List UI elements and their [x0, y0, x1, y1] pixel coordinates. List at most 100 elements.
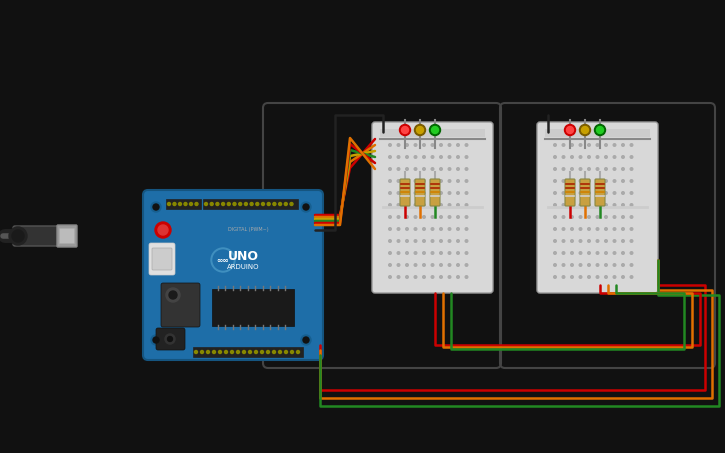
- Circle shape: [605, 144, 608, 146]
- Circle shape: [613, 180, 616, 182]
- Circle shape: [588, 240, 590, 242]
- Circle shape: [588, 192, 590, 194]
- Circle shape: [9, 227, 27, 245]
- Circle shape: [166, 288, 180, 302]
- Circle shape: [465, 276, 468, 278]
- Circle shape: [457, 156, 460, 158]
- Circle shape: [448, 240, 451, 242]
- Circle shape: [397, 180, 399, 182]
- Circle shape: [554, 276, 556, 278]
- FancyBboxPatch shape: [400, 179, 410, 206]
- Circle shape: [562, 264, 565, 266]
- Circle shape: [588, 156, 590, 158]
- Circle shape: [448, 168, 451, 170]
- Circle shape: [457, 216, 460, 218]
- Circle shape: [588, 216, 590, 218]
- Circle shape: [303, 337, 309, 343]
- Circle shape: [423, 156, 426, 158]
- Circle shape: [596, 216, 599, 218]
- Circle shape: [579, 240, 581, 242]
- Circle shape: [465, 156, 468, 158]
- Circle shape: [588, 252, 590, 254]
- Circle shape: [397, 168, 399, 170]
- Circle shape: [414, 192, 417, 194]
- Circle shape: [239, 202, 241, 206]
- Circle shape: [562, 276, 565, 278]
- Circle shape: [571, 228, 573, 230]
- Circle shape: [562, 180, 565, 182]
- Circle shape: [554, 156, 556, 158]
- Circle shape: [284, 351, 288, 353]
- Circle shape: [594, 125, 605, 135]
- Circle shape: [431, 192, 434, 194]
- Circle shape: [579, 204, 581, 206]
- Circle shape: [439, 264, 442, 266]
- Circle shape: [158, 225, 168, 235]
- Circle shape: [448, 180, 451, 182]
- Circle shape: [414, 180, 417, 182]
- Circle shape: [457, 276, 460, 278]
- Circle shape: [588, 276, 590, 278]
- Circle shape: [562, 144, 565, 146]
- Circle shape: [397, 240, 399, 242]
- Circle shape: [622, 192, 624, 194]
- Circle shape: [554, 144, 556, 146]
- Circle shape: [630, 180, 633, 182]
- Circle shape: [423, 168, 426, 170]
- Circle shape: [571, 276, 573, 278]
- Circle shape: [256, 202, 259, 206]
- Circle shape: [465, 240, 468, 242]
- Circle shape: [579, 144, 581, 146]
- Circle shape: [448, 216, 451, 218]
- Circle shape: [622, 252, 624, 254]
- Circle shape: [562, 192, 565, 194]
- Circle shape: [439, 228, 442, 230]
- Circle shape: [596, 156, 599, 158]
- Circle shape: [415, 125, 426, 135]
- Circle shape: [406, 240, 408, 242]
- Text: DIGITAL (PWM~): DIGITAL (PWM~): [228, 227, 268, 232]
- Circle shape: [571, 252, 573, 254]
- Circle shape: [613, 276, 616, 278]
- Circle shape: [630, 144, 633, 146]
- Circle shape: [254, 351, 257, 353]
- Circle shape: [622, 264, 624, 266]
- Circle shape: [630, 168, 633, 170]
- Circle shape: [457, 180, 460, 182]
- Circle shape: [465, 168, 468, 170]
- Circle shape: [630, 276, 633, 278]
- Circle shape: [596, 192, 599, 194]
- Circle shape: [439, 216, 442, 218]
- Circle shape: [605, 192, 608, 194]
- Circle shape: [613, 264, 616, 266]
- Circle shape: [579, 125, 590, 135]
- Circle shape: [605, 156, 608, 158]
- Circle shape: [210, 202, 213, 206]
- FancyBboxPatch shape: [595, 179, 605, 206]
- Circle shape: [423, 192, 426, 194]
- Circle shape: [457, 192, 460, 194]
- Circle shape: [416, 126, 423, 134]
- Circle shape: [431, 180, 434, 182]
- Circle shape: [579, 168, 581, 170]
- Circle shape: [389, 156, 392, 158]
- Circle shape: [588, 144, 590, 146]
- Circle shape: [414, 228, 417, 230]
- Circle shape: [242, 351, 246, 353]
- Circle shape: [389, 180, 392, 182]
- Circle shape: [622, 228, 624, 230]
- Circle shape: [414, 240, 417, 242]
- Circle shape: [213, 250, 233, 270]
- Circle shape: [268, 202, 270, 206]
- Circle shape: [630, 204, 633, 206]
- Circle shape: [562, 252, 565, 254]
- Circle shape: [605, 204, 608, 206]
- FancyBboxPatch shape: [161, 283, 200, 327]
- Circle shape: [613, 240, 616, 242]
- Circle shape: [571, 240, 573, 242]
- Circle shape: [465, 252, 468, 254]
- Circle shape: [389, 252, 392, 254]
- Circle shape: [249, 351, 252, 353]
- Circle shape: [389, 264, 392, 266]
- Circle shape: [414, 204, 417, 206]
